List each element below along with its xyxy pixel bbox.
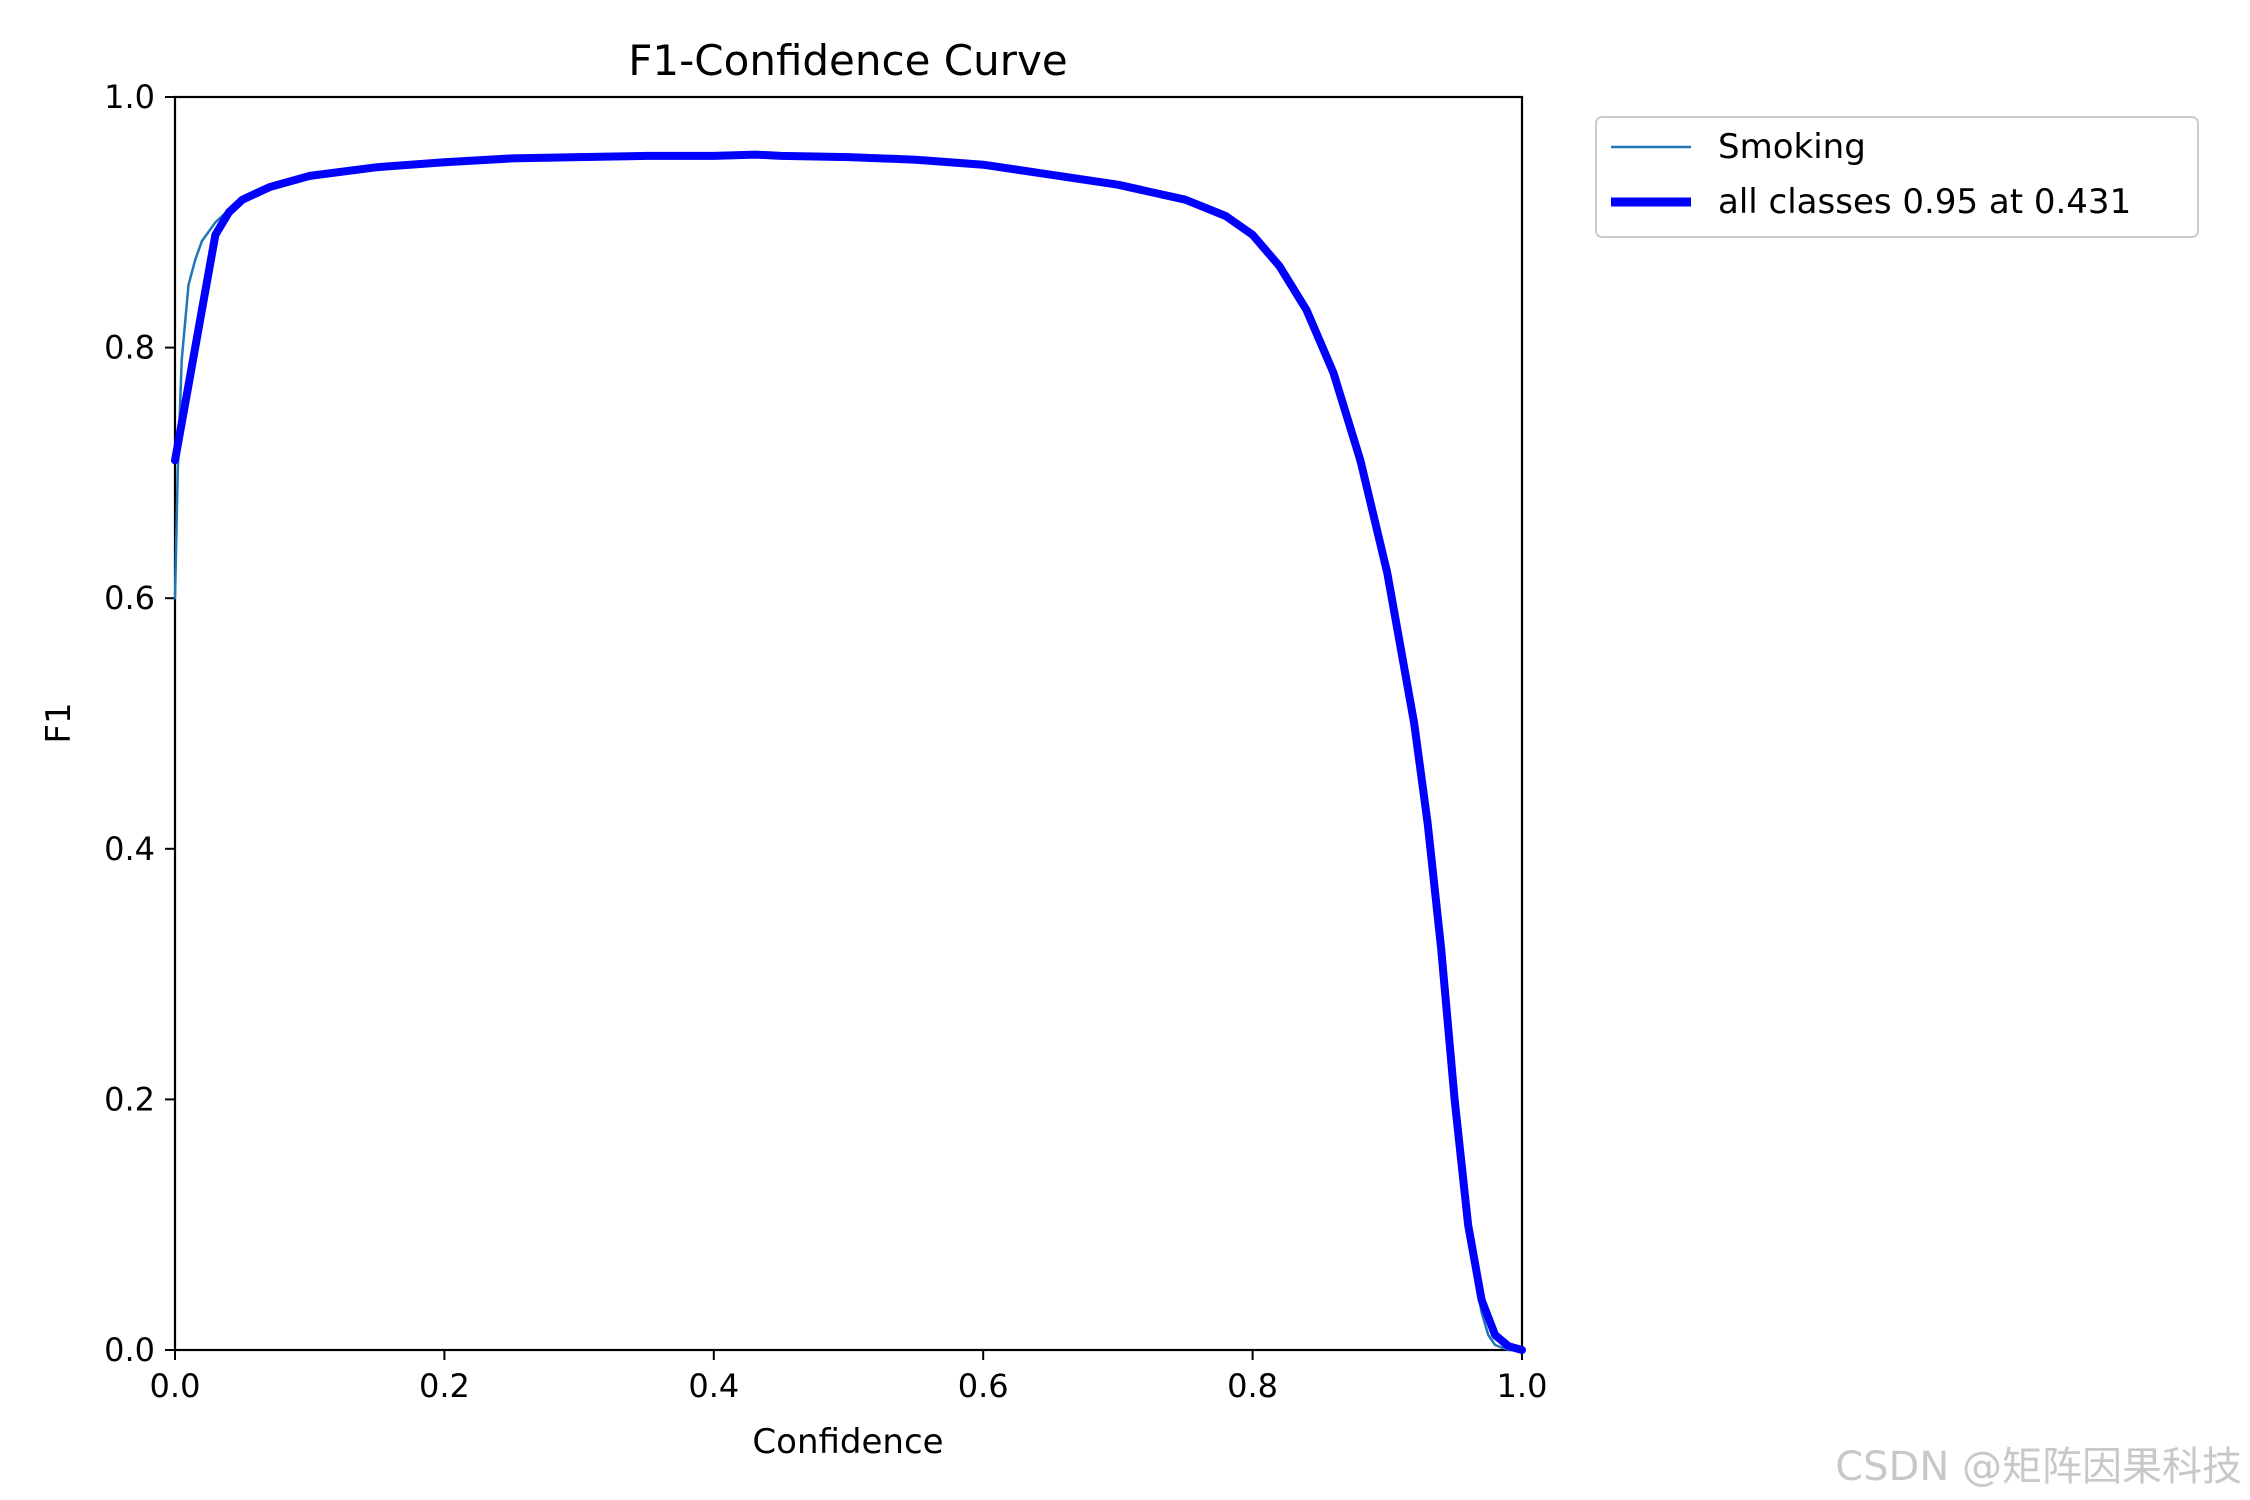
series-layer <box>171 150 1526 1354</box>
y-axis-label: F1 <box>39 702 79 743</box>
y-tick-label: 0.2 <box>104 1080 155 1118</box>
chart-title: F1-Confidence Curve <box>628 36 1067 85</box>
x-tick-label: 0.0 <box>150 1367 201 1405</box>
x-tick-label: 0.2 <box>419 1367 470 1405</box>
series-line-all-classes <box>171 150 1526 1354</box>
y-tick-label: 0.8 <box>104 329 155 367</box>
y-tick-label: 1.0 <box>104 78 155 116</box>
legend-box <box>1595 116 2199 238</box>
x-tick-label: 1.0 <box>1497 1367 1548 1405</box>
y-tick-label: 0.0 <box>104 1331 155 1369</box>
y-tick-label: 0.6 <box>104 579 155 617</box>
y-tick-label: 0.4 <box>104 830 155 868</box>
x-tick-label: 0.6 <box>958 1367 1009 1405</box>
x-tick-label: 0.4 <box>688 1367 739 1405</box>
legend-label-all-classes: all classes 0.95 at 0.431 <box>1718 182 2131 222</box>
x-tick-label: 0.8 <box>1227 1367 1278 1405</box>
x-axis-label: Confidence <box>752 1422 943 1462</box>
watermark: CSDN @矩阵因果科技 <box>1835 1444 2242 1490</box>
x-axis: 0.0 0.2 0.4 0.6 0.8 1.0 <box>150 1350 1548 1405</box>
legend: Smoking all classes 0.95 at 0.431 <box>1595 116 2199 238</box>
legend-label-smoking: Smoking <box>1718 127 1866 167</box>
y-axis: 0.0 0.2 0.4 0.6 0.8 1.0 <box>104 78 175 1369</box>
plot-area-frame <box>173 95 1524 1352</box>
